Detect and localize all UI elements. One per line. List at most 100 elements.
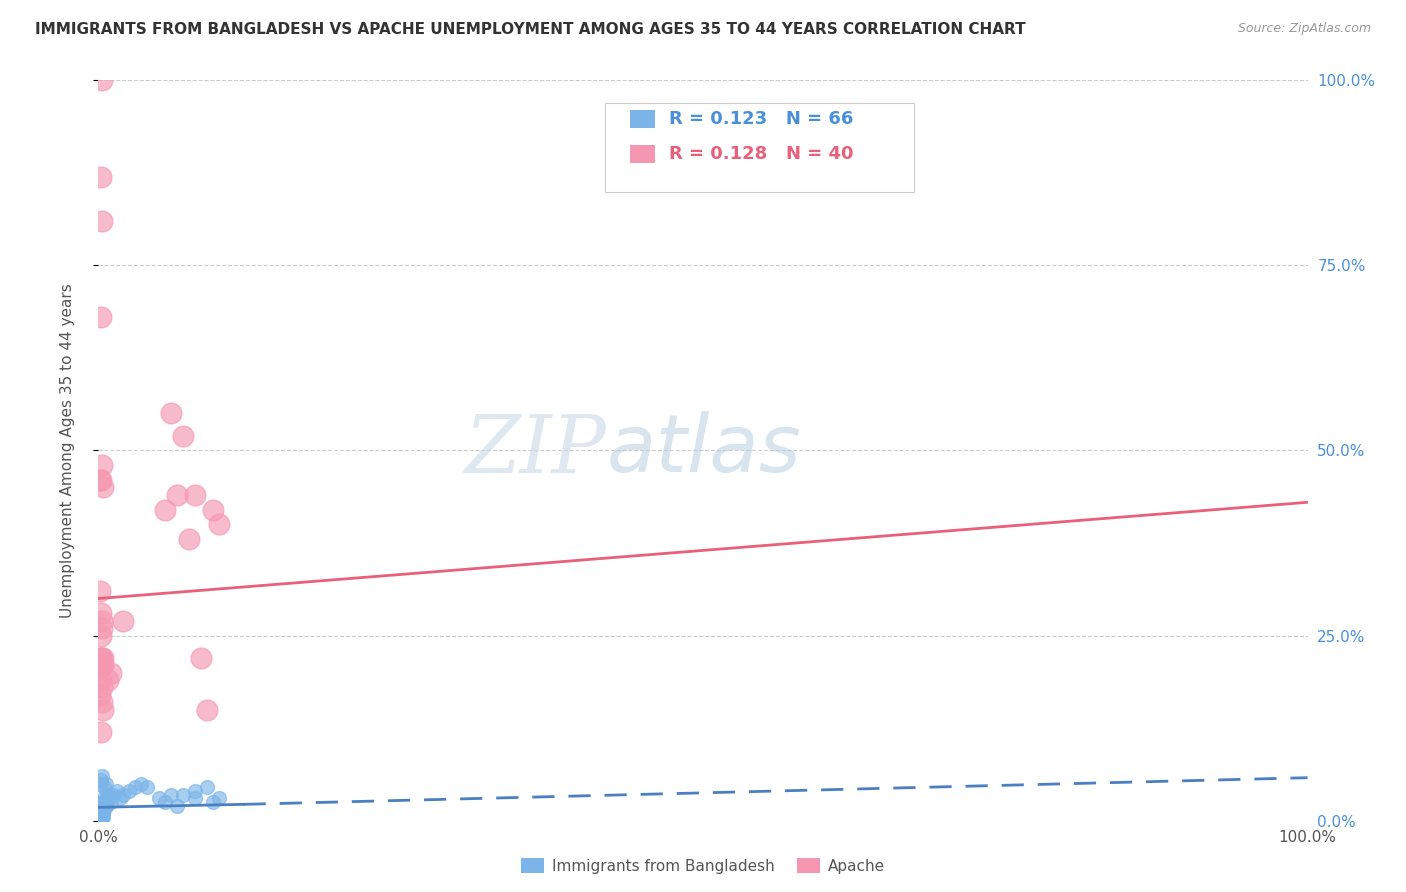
Point [91, 73, 114, 87]
Point [90, 658, 112, 673]
Point [91, 614, 114, 628]
Point [93, 791, 115, 805]
Point [160, 407, 183, 421]
Point [129, 776, 152, 791]
Point [91, 798, 114, 813]
Point [184, 488, 207, 502]
Point [90, 628, 112, 642]
Point [202, 502, 225, 516]
Point [89, 803, 111, 817]
Point [90, 806, 112, 821]
Point [96, 795, 118, 809]
Point [97, 673, 120, 687]
Point [153, 502, 176, 516]
Y-axis label: Unemployment Among Ages 35 to 44 years: Unemployment Among Ages 35 to 44 years [60, 283, 75, 618]
Point [90, 310, 112, 325]
Point [90, 772, 112, 787]
Point [93, 795, 115, 809]
Text: R = 0.128   N = 40: R = 0.128 N = 40 [669, 145, 853, 163]
Point [101, 788, 124, 802]
Point [166, 798, 188, 813]
Point [100, 665, 122, 680]
Point [89, 584, 111, 599]
Point [91, 810, 114, 824]
Point [90, 650, 112, 665]
Point [91, 480, 114, 494]
Point [91, 810, 114, 824]
Point [90, 658, 112, 673]
Point [90, 673, 112, 687]
Point [91, 806, 114, 821]
Point [91, 806, 114, 821]
Point [135, 780, 157, 795]
Point [89, 810, 111, 824]
Text: R = 0.123   N = 66: R = 0.123 N = 66 [669, 110, 853, 128]
Point [89, 688, 111, 702]
Point [91, 214, 114, 228]
Point [89, 776, 111, 791]
Point [195, 780, 218, 795]
Point [179, 533, 201, 547]
Text: atlas: atlas [606, 411, 801, 490]
Point [89, 810, 111, 824]
Point [184, 784, 207, 798]
Point [172, 788, 194, 802]
Point [105, 784, 128, 798]
Point [91, 798, 114, 813]
Point [90, 806, 112, 821]
Point [91, 621, 114, 635]
Point [90, 810, 112, 824]
Point [118, 784, 141, 798]
Point [90, 169, 112, 184]
Legend: Immigrants from Bangladesh, Apache: Immigrants from Bangladesh, Apache [515, 852, 891, 880]
Point [96, 791, 118, 805]
Point [91, 695, 114, 709]
Point [89, 810, 111, 824]
Point [208, 517, 231, 532]
Text: IMMIGRANTS FROM BANGLADESH VS APACHE UNEMPLOYMENT AMONG AGES 35 TO 44 YEARS CORR: IMMIGRANTS FROM BANGLADESH VS APACHE UNE… [35, 22, 1026, 37]
Point [195, 703, 218, 717]
Point [90, 806, 112, 821]
Point [90, 806, 112, 821]
Point [202, 795, 225, 809]
Point [91, 658, 114, 673]
Point [91, 803, 114, 817]
Point [91, 658, 114, 673]
Point [90, 806, 112, 821]
Point [89, 810, 111, 824]
Point [93, 798, 115, 813]
Point [91, 806, 114, 821]
Point [91, 810, 114, 824]
Point [208, 791, 231, 805]
Point [91, 769, 114, 783]
Point [90, 473, 112, 487]
Text: ZIP: ZIP [464, 412, 606, 489]
Point [91, 803, 114, 817]
Point [148, 791, 170, 805]
Point [91, 795, 114, 809]
Point [100, 795, 122, 809]
Point [108, 791, 131, 805]
Point [160, 788, 183, 802]
Point [91, 650, 114, 665]
Point [90, 810, 112, 824]
Point [91, 650, 114, 665]
Point [91, 681, 114, 695]
Point [91, 458, 114, 473]
Point [89, 650, 111, 665]
Text: Source: ZipAtlas.com: Source: ZipAtlas.com [1237, 22, 1371, 36]
Point [97, 791, 120, 805]
Point [172, 428, 194, 442]
Point [124, 780, 146, 795]
Point [111, 788, 134, 802]
Point [89, 810, 111, 824]
Point [93, 780, 115, 795]
Point [94, 798, 117, 813]
Point [89, 810, 111, 824]
Point [98, 788, 121, 802]
Point [91, 703, 114, 717]
Point [184, 791, 207, 805]
Point [94, 798, 117, 813]
Point [91, 803, 114, 817]
Point [90, 724, 112, 739]
